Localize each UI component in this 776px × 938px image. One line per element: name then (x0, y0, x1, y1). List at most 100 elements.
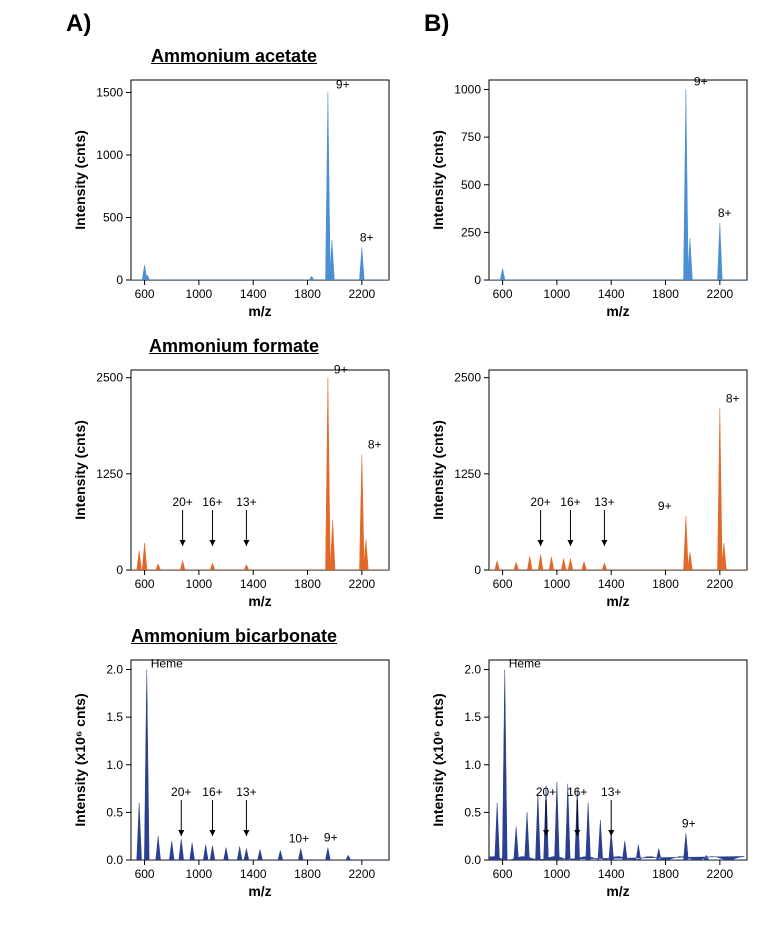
charge-state-label: 13+ (236, 495, 256, 509)
panel-A3: Ammonium bicarbonate6001000140018002200m… (60, 626, 408, 910)
svg-text:2500: 2500 (96, 371, 123, 385)
charge-state-label: 20+ (530, 495, 550, 509)
svg-text:Intensity (cnts): Intensity (cnts) (430, 130, 446, 230)
svg-text:750: 750 (461, 130, 481, 144)
charge-state-label: 20+ (536, 785, 556, 799)
svg-text:1400: 1400 (240, 287, 267, 301)
svg-text:2.0: 2.0 (106, 663, 123, 677)
panel-B1: Ammonium acetate6001000140018002200m/z02… (418, 46, 766, 330)
svg-text:m/z: m/z (248, 883, 271, 899)
svg-text:Intensity (x10⁶ cnts): Intensity (x10⁶ cnts) (72, 693, 88, 826)
svg-text:1000: 1000 (454, 83, 481, 97)
svg-text:1500: 1500 (96, 86, 123, 100)
peak-label: 8+ (368, 438, 382, 452)
svg-text:0.0: 0.0 (464, 853, 481, 867)
svg-text:2500: 2500 (454, 371, 481, 385)
svg-text:Intensity (cnts): Intensity (cnts) (72, 420, 88, 520)
peak-label: 9+ (658, 499, 672, 513)
svg-text:1400: 1400 (598, 577, 625, 591)
svg-text:Intensity (cnts): Intensity (cnts) (72, 130, 88, 230)
panel-title: Ammonium acetate (151, 46, 317, 68)
column-label-B: B) (418, 10, 766, 40)
svg-text:1000: 1000 (544, 577, 571, 591)
panel-title: Ammonium bicarbonate (131, 626, 337, 648)
svg-text:1400: 1400 (598, 867, 625, 881)
svg-text:1000: 1000 (186, 867, 213, 881)
svg-text:1000: 1000 (96, 148, 123, 162)
charge-state-label: 16+ (567, 785, 587, 799)
svg-text:1800: 1800 (294, 287, 321, 301)
svg-text:1000: 1000 (544, 287, 571, 301)
mass-spectrum-chart: 6001000140018002200m/z02505007501000Inte… (427, 70, 757, 330)
mass-spectrum-chart: 6001000140018002200m/z050010001500Intens… (69, 70, 399, 330)
charge-state-label: 13+ (236, 785, 256, 799)
charge-state-label: 16+ (560, 495, 580, 509)
svg-text:0.0: 0.0 (106, 853, 123, 867)
svg-text:m/z: m/z (248, 303, 271, 319)
panel-A2: Ammonium formate6001000140018002200m/z01… (60, 336, 408, 620)
peak-label: 8+ (718, 206, 732, 220)
svg-text:m/z: m/z (606, 883, 629, 899)
svg-text:m/z: m/z (248, 593, 271, 609)
mass-spectrum-chart: 6001000140018002200m/z0.00.51.01.52.0Int… (69, 650, 399, 910)
svg-text:2200: 2200 (706, 867, 733, 881)
charge-state-label: 20+ (172, 495, 192, 509)
svg-text:0: 0 (116, 563, 123, 577)
svg-text:500: 500 (461, 178, 481, 192)
svg-text:1400: 1400 (598, 287, 625, 301)
svg-text:1.0: 1.0 (106, 758, 123, 772)
charge-state-label: 13+ (594, 495, 614, 509)
svg-text:0: 0 (474, 563, 481, 577)
svg-text:1000: 1000 (544, 867, 571, 881)
charge-state-label: 20+ (171, 785, 191, 799)
svg-text:1.5: 1.5 (464, 710, 481, 724)
svg-text:1800: 1800 (294, 577, 321, 591)
peak-label: 8+ (726, 391, 740, 405)
panel-A1: Ammonium acetate6001000140018002200m/z05… (60, 46, 408, 330)
svg-text:1400: 1400 (240, 577, 267, 591)
peak-label: 9+ (336, 78, 350, 92)
svg-text:0.5: 0.5 (464, 805, 481, 819)
svg-text:1400: 1400 (240, 867, 267, 881)
svg-text:0.5: 0.5 (106, 805, 123, 819)
svg-text:1250: 1250 (96, 467, 123, 481)
svg-text:1000: 1000 (186, 287, 213, 301)
svg-text:2200: 2200 (706, 287, 733, 301)
svg-text:0: 0 (116, 273, 123, 287)
svg-text:600: 600 (493, 577, 513, 591)
svg-text:1.0: 1.0 (464, 758, 481, 772)
peak-label: 9+ (682, 816, 696, 830)
svg-text:250: 250 (461, 225, 481, 239)
panel-B2: Ammonium formate6001000140018002200m/z01… (418, 336, 766, 620)
svg-text:2200: 2200 (348, 287, 375, 301)
svg-text:600: 600 (135, 577, 155, 591)
svg-text:500: 500 (103, 211, 123, 225)
svg-text:m/z: m/z (606, 303, 629, 319)
svg-text:Intensity (cnts): Intensity (cnts) (430, 420, 446, 520)
svg-text:1800: 1800 (652, 577, 679, 591)
svg-text:1800: 1800 (294, 867, 321, 881)
svg-text:600: 600 (135, 867, 155, 881)
peak-label: Heme (509, 657, 541, 671)
svg-text:Intensity (x10⁶ cnts): Intensity (x10⁶ cnts) (430, 693, 446, 826)
svg-text:600: 600 (493, 867, 513, 881)
peak-label: 10+ (289, 832, 309, 846)
peak-label: 9+ (694, 75, 708, 89)
mass-spectrum-chart: 6001000140018002200m/z012502500Intensity… (69, 360, 399, 620)
svg-text:m/z: m/z (606, 593, 629, 609)
peak-label: 9+ (334, 363, 348, 377)
charge-state-label: 13+ (601, 785, 621, 799)
mass-spectrum-chart: 6001000140018002200m/z012502500Intensity… (427, 360, 757, 620)
charge-state-label: 16+ (202, 785, 222, 799)
svg-text:1800: 1800 (652, 867, 679, 881)
charge-state-label: 16+ (202, 495, 222, 509)
svg-text:2.0: 2.0 (464, 663, 481, 677)
column-label-A: A) (60, 10, 408, 40)
svg-text:2200: 2200 (348, 577, 375, 591)
panel-title: Ammonium formate (149, 336, 319, 358)
peak-label: 8+ (360, 231, 374, 245)
mass-spectrum-chart: 600 1000 1400 1800 2200 m/z 0.0 0.5 1.0 1.5 2.0 Int… (427, 650, 757, 910)
svg-text:1.5: 1.5 (106, 710, 123, 724)
svg-text:2200: 2200 (706, 577, 733, 591)
svg-text:0: 0 (474, 273, 481, 287)
